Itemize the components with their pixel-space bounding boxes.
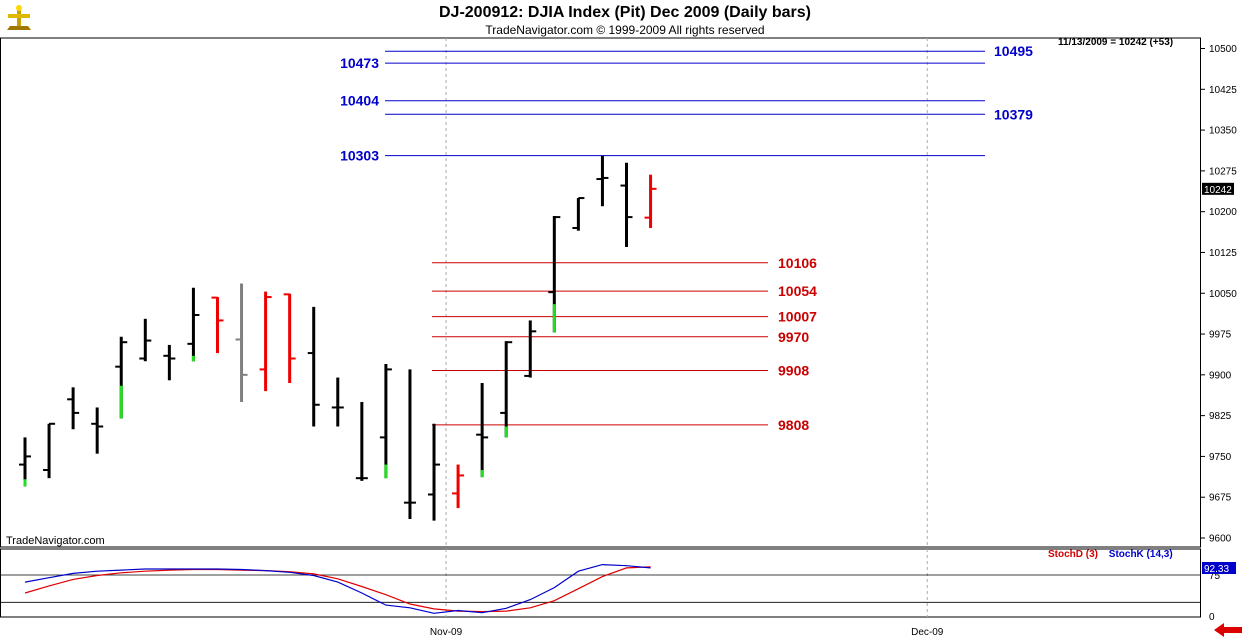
y-tick-label: 9675 [1209,493,1232,504]
level-label: 9808 [778,417,809,433]
stochastic-legend: StochD (3) StochK (14,3) [1048,549,1173,560]
stoch-tick-label: 0 [1209,612,1215,623]
y-tick-label: 9975 [1209,330,1232,341]
x-tick-label: Dec-09 [911,627,944,638]
level-label: 10404 [340,93,379,109]
y-tick-label: 10200 [1209,207,1237,218]
stoch-k-line [24,563,651,614]
price-panel-border [0,37,1201,548]
level-label: 10054 [778,283,817,299]
tradenavigator-logo-icon [7,5,31,30]
level-label: 10495 [994,43,1033,59]
level-label: 10303 [340,148,379,164]
level-label: 10106 [778,255,817,271]
last-price-box [1202,182,1234,195]
level-label: 10473 [340,55,379,71]
y-tick-label: 9900 [1209,370,1232,381]
y-tick-label: 10050 [1209,289,1237,300]
y-tick-label: 10275 [1209,166,1237,177]
stoch-k-legend: StochK (14,3) [1108,549,1173,560]
stoch-value-label: 92.33 [1204,564,1229,575]
price-bars [19,155,657,521]
stochastic-panel: 75 0 92.33 [1,562,1236,623]
last-price-note: 11/13/2009 = 10242 (+53) [1058,37,1174,48]
chart-title: DJ-200912: DJIA Index (Pit) Dec 2009 (Da… [438,4,811,21]
last-price-label: 10242 [1204,185,1232,196]
level-label: 10379 [994,106,1033,122]
stoch-value-box [1202,562,1236,574]
level-label: 9970 [778,329,809,345]
grid-lines [445,38,928,617]
y-tick-label: 9600 [1209,534,1232,545]
y-tick-label: 10350 [1209,126,1237,137]
price-levels: 10495 10473 10404 10379 10303 10106 10054 10007… [340,43,1033,433]
chart-subtitle: TradeNavigator.com © 1999-2009 All right… [485,23,765,37]
y-tick-label: 9825 [1209,411,1232,422]
brand-watermark: TradeNavigator.com [6,535,105,547]
stoch-d-legend: StochD (3) [1048,549,1098,560]
y-tick-label: 9750 [1209,452,1232,463]
level-label: 9908 [778,362,809,378]
stoch-panel-border [0,548,1201,618]
price-axis: 10500 10425 10350 10275 10200 10125 10050 9975 9… [1200,44,1237,545]
y-tick-label: 10425 [1209,85,1237,96]
scroll-left-arrow-icon[interactable] [1212,622,1244,638]
x-tick-label: Nov-09 [430,627,463,638]
stoch-d-line [24,566,651,613]
date-axis: Nov-09 Dec-09 [430,627,944,638]
y-tick-label: 10500 [1209,44,1237,55]
chart-frame [0,37,1201,618]
y-tick-label: 10125 [1209,248,1237,259]
stoch-tick-label: 75 [1209,571,1221,582]
level-label: 10007 [778,309,817,325]
